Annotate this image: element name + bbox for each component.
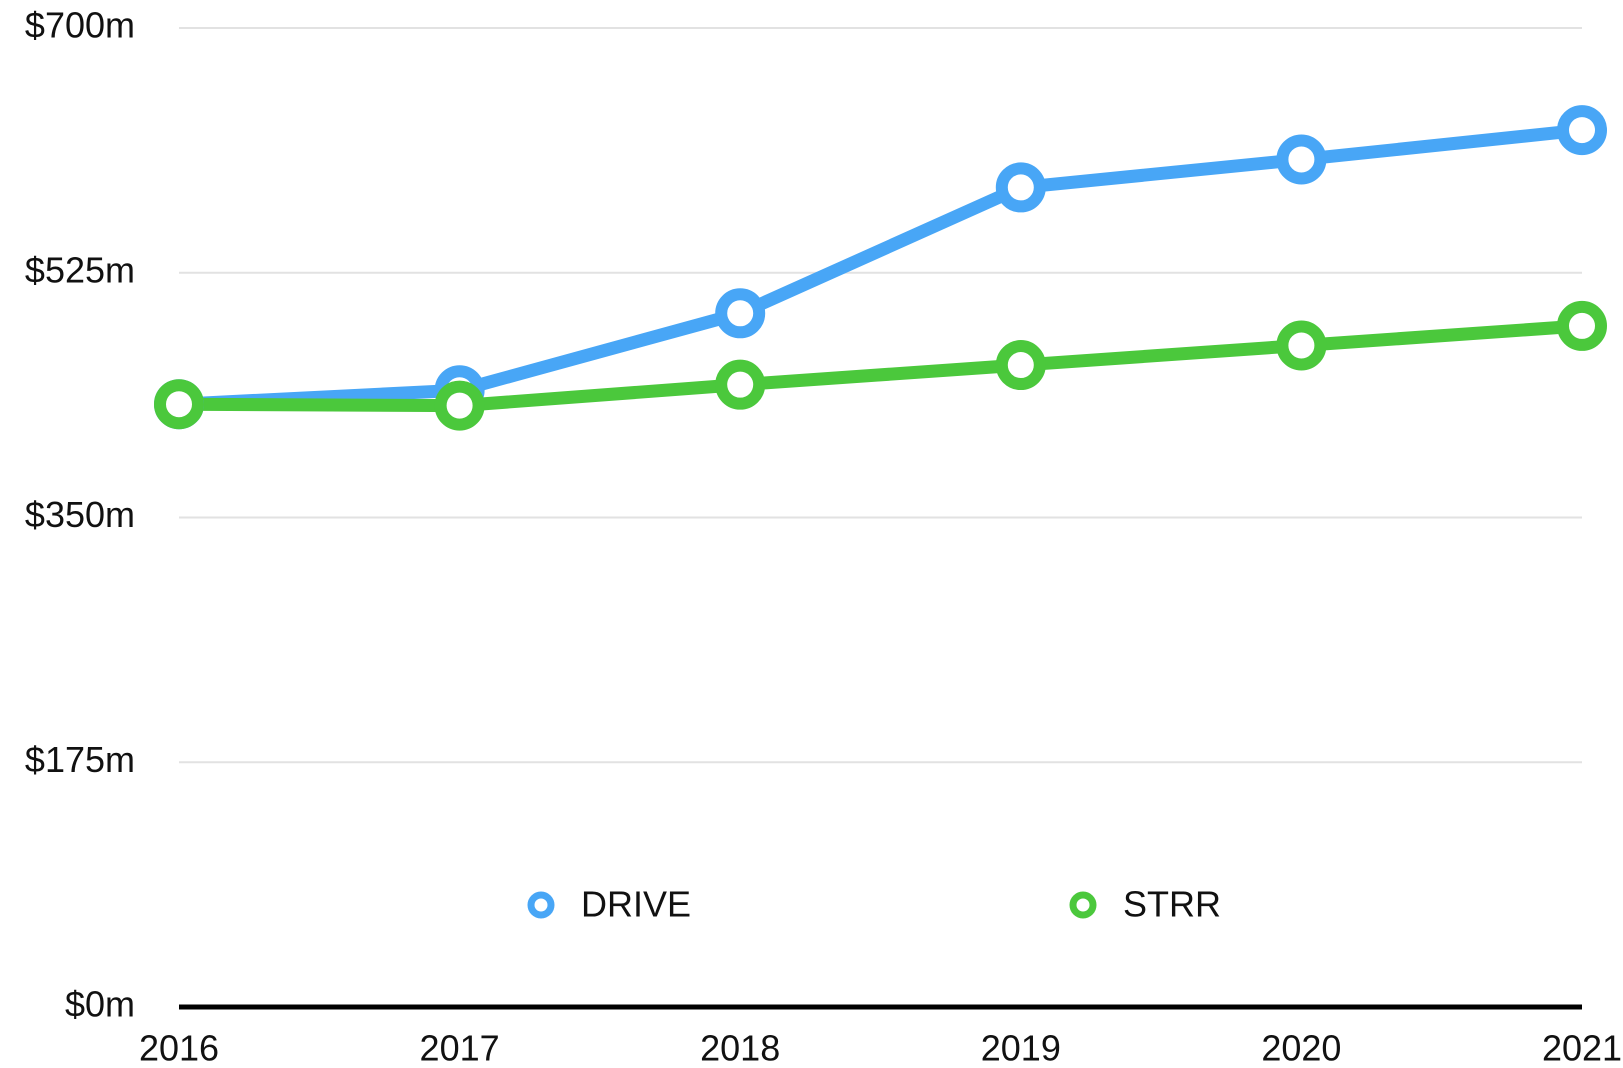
- y-tick-label: $0m: [65, 984, 135, 1025]
- data-point: [1276, 134, 1327, 185]
- legend-label: DRIVE: [581, 884, 691, 925]
- x-tick-label: 2021: [1542, 1028, 1622, 1068]
- y-tick-label: $700m: [25, 5, 135, 46]
- legend-marker: [1069, 891, 1097, 919]
- data-point: [1557, 300, 1607, 351]
- series-line: [178, 123, 1583, 411]
- y-tick-label: $175m: [25, 739, 135, 780]
- series-line: [178, 319, 1583, 413]
- x-tick-label: 2020: [1261, 1028, 1341, 1068]
- data-point: [434, 380, 485, 431]
- x-tick-label: 2017: [420, 1028, 500, 1068]
- data-point: [995, 340, 1046, 391]
- x-tick-label: 2019: [981, 1028, 1061, 1068]
- x-tick-label: 2018: [700, 1028, 780, 1068]
- legend-label: STRR: [1123, 884, 1221, 925]
- y-tick-label: $525m: [25, 249, 135, 290]
- data-point: [715, 359, 766, 410]
- y-tick-label: $350m: [25, 494, 135, 535]
- data-point: [995, 162, 1046, 213]
- x-tick-label: 2016: [139, 1028, 219, 1068]
- data-point: [154, 379, 204, 430]
- data-point: [715, 288, 766, 339]
- data-point: [1276, 320, 1327, 371]
- data-point: [1557, 105, 1607, 156]
- legend-marker: [527, 891, 555, 919]
